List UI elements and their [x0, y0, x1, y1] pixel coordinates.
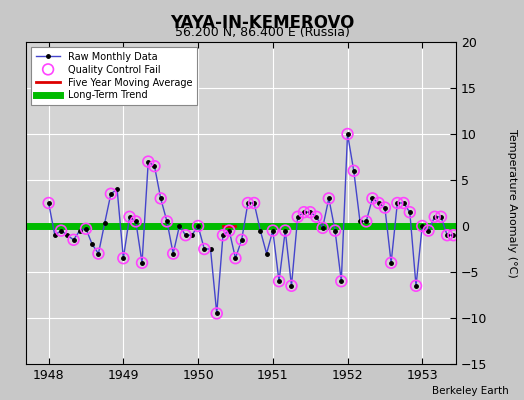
Quality Control Fail: [244, 200, 252, 206]
Quality Control Fail: [94, 250, 103, 257]
Quality Control Fail: [293, 214, 302, 220]
Y-axis label: Temperature Anomaly (°C): Temperature Anomaly (°C): [507, 129, 517, 277]
Quality Control Fail: [418, 223, 427, 229]
Quality Control Fail: [144, 158, 152, 165]
Quality Control Fail: [331, 227, 339, 234]
Quality Control Fail: [337, 278, 345, 284]
Raw Monthly Data: [214, 311, 220, 316]
Quality Control Fail: [393, 200, 401, 206]
Quality Control Fail: [443, 232, 451, 238]
Quality Control Fail: [82, 226, 90, 232]
Quality Control Fail: [343, 131, 352, 137]
Quality Control Fail: [250, 200, 258, 206]
Quality Control Fail: [412, 282, 420, 289]
Quality Control Fail: [163, 218, 171, 225]
Quality Control Fail: [194, 223, 202, 229]
Raw Monthly Data: [145, 159, 151, 164]
Raw Monthly Data: [450, 233, 456, 238]
Quality Control Fail: [306, 209, 314, 215]
Quality Control Fail: [57, 227, 66, 234]
Quality Control Fail: [132, 218, 140, 225]
Text: Berkeley Earth: Berkeley Earth: [432, 386, 508, 396]
Quality Control Fail: [237, 237, 246, 243]
Quality Control Fail: [45, 200, 53, 206]
Quality Control Fail: [387, 260, 395, 266]
Raw Monthly Data: [77, 228, 83, 233]
Quality Control Fail: [381, 204, 389, 211]
Text: YAYA-IN-KEMEROVO: YAYA-IN-KEMEROVO: [170, 14, 354, 32]
Raw Monthly Data: [46, 201, 52, 206]
Quality Control Fail: [319, 225, 327, 231]
Quality Control Fail: [281, 227, 289, 234]
Quality Control Fail: [436, 214, 445, 220]
Quality Control Fail: [399, 200, 408, 206]
Raw Monthly Data: [232, 256, 238, 261]
Quality Control Fail: [125, 214, 134, 220]
Quality Control Fail: [362, 218, 370, 225]
Quality Control Fail: [225, 227, 233, 234]
Raw Monthly Data: [344, 132, 351, 136]
Raw Monthly Data: [226, 228, 232, 233]
Quality Control Fail: [431, 214, 439, 220]
Quality Control Fail: [424, 227, 433, 234]
Quality Control Fail: [350, 168, 358, 174]
Quality Control Fail: [368, 195, 377, 202]
Quality Control Fail: [69, 237, 78, 243]
Quality Control Fail: [219, 232, 227, 238]
Quality Control Fail: [375, 200, 383, 206]
Quality Control Fail: [449, 232, 457, 238]
Quality Control Fail: [213, 310, 221, 317]
Quality Control Fail: [181, 232, 190, 238]
Raw Monthly Data: [170, 251, 176, 256]
Quality Control Fail: [300, 209, 308, 215]
Quality Control Fail: [269, 227, 277, 234]
Quality Control Fail: [169, 250, 177, 257]
Quality Control Fail: [157, 195, 165, 202]
Quality Control Fail: [200, 246, 209, 252]
Quality Control Fail: [287, 282, 296, 289]
Legend: Raw Monthly Data, Quality Control Fail, Five Year Moving Average, Long-Term Tren: Raw Monthly Data, Quality Control Fail, …: [31, 47, 198, 105]
Five Year Moving Average: [232, 223, 238, 228]
Quality Control Fail: [231, 255, 239, 262]
Raw Monthly Data: [376, 201, 382, 206]
Five Year Moving Average: [220, 223, 226, 228]
Quality Control Fail: [312, 214, 321, 220]
Text: 56.200 N, 86.400 E (Russia): 56.200 N, 86.400 E (Russia): [174, 26, 350, 39]
Quality Control Fail: [325, 195, 333, 202]
Quality Control Fail: [138, 260, 146, 266]
Quality Control Fail: [119, 255, 127, 262]
Line: Raw Monthly Data: Raw Monthly Data: [47, 132, 455, 315]
Quality Control Fail: [275, 278, 283, 284]
Quality Control Fail: [107, 191, 115, 197]
Quality Control Fail: [406, 209, 414, 215]
Quality Control Fail: [150, 163, 159, 170]
